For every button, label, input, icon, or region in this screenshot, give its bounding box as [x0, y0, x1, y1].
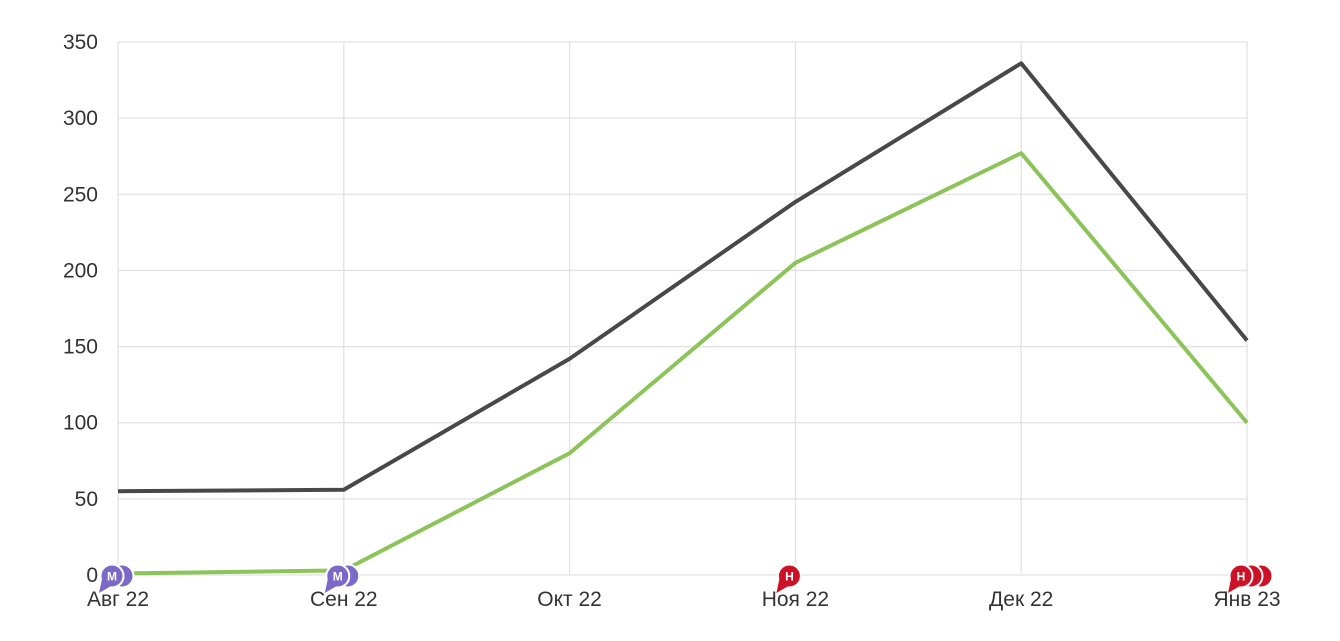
x-axis-tick-label: Авг 22 [87, 588, 149, 611]
y-axis-tick-label: 150 [63, 336, 98, 359]
x-axis-tick-label: Ноя 22 [762, 588, 829, 611]
speech-bubble-icon [1228, 563, 1254, 589]
speech-bubble-icon [776, 563, 802, 589]
event-badge-М-1[interactable]: М [324, 563, 361, 594]
y-axis-tick-label: 50 [75, 488, 98, 511]
event-badge-Н-5[interactable]: Н [1228, 563, 1274, 594]
series-dark-line [117, 61, 1249, 494]
event-badge-М-0[interactable]: М [99, 563, 135, 594]
y-axis-tick-label: 0 [86, 564, 98, 587]
event-badge-Н-3[interactable]: Н [776, 563, 802, 594]
badge-letter: Н [785, 570, 794, 584]
y-axis-tick-label: 250 [63, 183, 98, 206]
badge-letter: М [333, 570, 343, 584]
y-axis-tick-label: 300 [63, 107, 98, 130]
x-axis-tick-label: Янв 23 [1213, 588, 1280, 611]
x-axis-tick-label: Дек 22 [989, 588, 1053, 611]
speech-bubble-icon [99, 563, 125, 589]
x-axis-tick-label: Окт 22 [537, 588, 602, 611]
speech-bubble-icon [325, 563, 351, 589]
speech-bubble-tail [99, 579, 111, 593]
x-axis-tick-label: Сен 22 [310, 588, 378, 611]
speech-bubble-tail [776, 579, 789, 593]
speech-bubble-tail [324, 579, 337, 593]
y-axis-tick-label: 200 [63, 259, 98, 282]
speech-bubble-tail [1228, 579, 1240, 593]
series-green-line [117, 151, 1249, 576]
badge-letter: М [107, 570, 117, 584]
badge-letter: Н [1237, 570, 1246, 584]
y-axis-tick-label: 350 [63, 31, 98, 54]
y-axis-tick-label: 100 [63, 412, 98, 435]
